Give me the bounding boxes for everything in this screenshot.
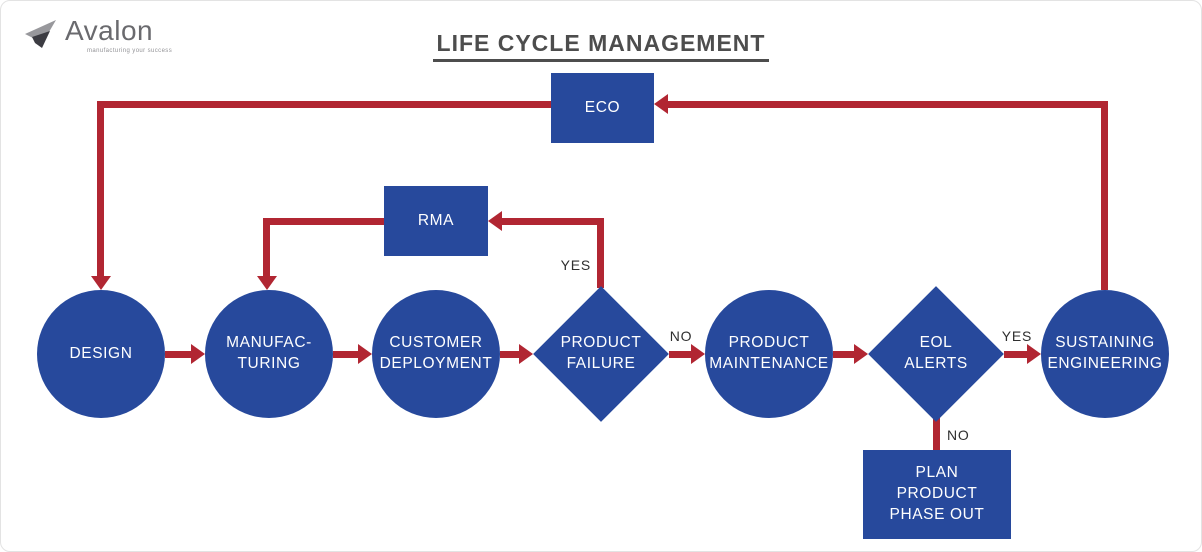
edge-eco-to-design-vertical (97, 101, 104, 276)
arrowhead-into-design (91, 276, 111, 290)
arrowhead-manufacturing-to-deployment (358, 344, 372, 364)
node-customer-deployment: CUSTOMER DEPLOYMENT (372, 290, 500, 418)
arrowhead-into-eco (654, 94, 668, 114)
paper-plane-icon (25, 20, 56, 48)
edge-sustaining-to-eco-vertical (1101, 101, 1108, 290)
node-rma-label: RMA (417, 211, 455, 229)
arrowhead-eol-to-sustaining (1027, 344, 1041, 364)
edge-maintenance-to-eol (833, 351, 856, 358)
node-plan-product-phase-out: PLAN PRODUCT PHASE OUT (863, 450, 1011, 539)
edge-eco-to-design-horizontal (97, 101, 551, 108)
arrowhead-deployment-to-failure (519, 344, 533, 364)
node-product-failure: PRODUCT FAILURE (533, 286, 669, 422)
node-customer-deployment-label: CUSTOMER DEPLOYMENT (379, 334, 493, 372)
node-rma: RMA (384, 186, 488, 256)
arrowhead-into-rma (488, 211, 502, 231)
node-design-label: DESIGN (69, 344, 133, 362)
edge-manufacturing-to-deployment (333, 351, 360, 358)
edge-failure-to-rma-horizontal (502, 218, 604, 225)
avalon-logo: Avalon manufacturing your success (23, 17, 172, 54)
edge-design-to-manufacturing (165, 351, 193, 358)
node-eco: ECO (551, 73, 654, 143)
node-eol-alerts: EOL ALERTS (868, 286, 1004, 422)
edge-rma-to-manufacturing-horizontal (263, 218, 384, 225)
arrowhead-failure-to-maintenance (691, 344, 705, 364)
node-plan-product-phase-out-label: PLAN PRODUCT PHASE OUT (889, 464, 985, 523)
node-product-failure-label: PRODUCT FAILURE (560, 334, 642, 372)
edge-rma-to-manufacturing-vertical (263, 218, 270, 276)
edge-sustaining-to-eco-horizontal (668, 101, 1108, 108)
label-eol-no: NO (947, 427, 970, 443)
edge-eol-to-phase-out (933, 418, 940, 450)
edge-eol-to-sustaining (1004, 351, 1029, 358)
node-sustaining-engineering-label: SUSTAINING ENGINEERING (1047, 334, 1163, 372)
arrowhead-into-manufacturing (257, 276, 277, 290)
node-eco-label: ECO (584, 98, 621, 116)
label-product-failure-no: NO (669, 328, 693, 344)
node-product-maintenance-label: PRODUCT MAINTENANCE (709, 334, 829, 372)
node-manufacturing-label: MANUFAC- TURING (226, 334, 312, 372)
logo-text: Avalon manufacturing your success (65, 15, 173, 55)
node-product-maintenance: PRODUCT MAINTENANCE (705, 290, 833, 418)
node-design: DESIGN (37, 290, 165, 418)
edge-deployment-to-failure (500, 351, 521, 358)
node-manufacturing: MANUFAC- TURING (205, 290, 333, 418)
node-sustaining-engineering: SUSTAINING ENGINEERING (1041, 290, 1169, 418)
logo-tagline: manufacturing your success (87, 48, 173, 54)
node-eol-alerts-label: EOL ALERTS (904, 334, 968, 372)
edge-failure-to-maintenance (669, 351, 693, 358)
arrowhead-design-to-manufacturing (191, 344, 205, 364)
label-product-failure-yes: YES (560, 257, 591, 273)
label-eol-yes: YES (1001, 328, 1033, 344)
logo-name: Avalon (65, 15, 154, 46)
arrowhead-maintenance-to-eol (854, 344, 868, 364)
edge-failure-to-rma-vertical (597, 218, 604, 288)
page-title: LIFE CYCLE MANAGEMENT (1, 30, 1201, 62)
